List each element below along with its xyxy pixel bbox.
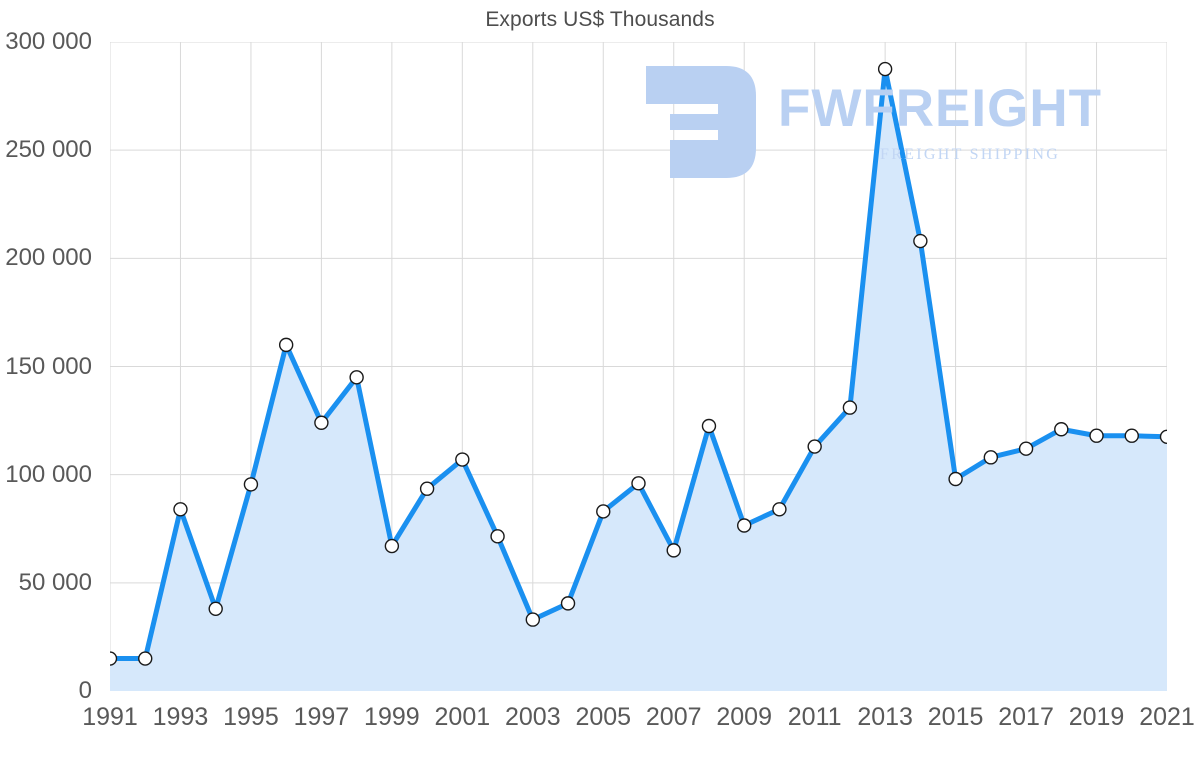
data-point-marker[interactable] [1020, 442, 1033, 455]
data-point-marker[interactable] [597, 505, 610, 518]
y-axis-tick-label: 50 000 [18, 568, 92, 596]
data-point-marker[interactable] [1161, 430, 1168, 443]
x-axis-tick-label: 1993 [152, 703, 209, 731]
data-point-marker[interactable] [350, 371, 363, 384]
data-point-marker[interactable] [526, 613, 539, 626]
data-point-marker[interactable] [879, 63, 892, 76]
x-axis-tick-label: 2015 [927, 703, 984, 731]
chart-title: Exports US$ Thousands [485, 8, 715, 31]
data-point-marker[interactable] [456, 453, 469, 466]
y-axis-tick-label: 0 [78, 677, 92, 704]
data-point-marker[interactable] [421, 482, 434, 495]
data-point-marker[interactable] [1055, 423, 1068, 436]
x-axis-tick-label: 2005 [575, 703, 632, 731]
x-axis-tick-label: 1995 [223, 703, 279, 731]
data-point-marker[interactable] [174, 503, 187, 516]
area-fill [110, 69, 1167, 691]
x-axis-tick-label: 1999 [364, 703, 420, 731]
x-axis-tick-label: 2019 [1068, 703, 1125, 731]
y-axis-tick-label: 100 000 [5, 460, 92, 488]
y-axis-tick-label: 250 000 [5, 136, 92, 164]
x-axis-tick-label: 2003 [504, 703, 561, 731]
data-point-marker[interactable] [209, 602, 222, 615]
x-axis-tick-label: 2007 [645, 703, 702, 731]
data-point-markers [110, 63, 1167, 666]
data-point-marker[interactable] [244, 478, 257, 491]
x-axis-tick-label: 1997 [293, 703, 350, 731]
data-point-marker[interactable] [949, 472, 962, 485]
x-axis-tick-label: 2009 [716, 703, 772, 731]
y-axis-tick-label: 200 000 [5, 244, 92, 272]
y-axis-tick-label: 150 000 [5, 352, 92, 380]
data-point-marker[interactable] [632, 477, 645, 490]
data-point-marker[interactable] [491, 530, 504, 543]
x-axis-tick-label: 2017 [998, 703, 1054, 731]
x-axis-tick-label: 2021 [1139, 703, 1195, 731]
data-point-marker[interactable] [110, 652, 117, 665]
data-point-marker[interactable] [280, 338, 293, 351]
data-point-marker[interactable] [773, 503, 786, 516]
data-point-marker[interactable] [385, 540, 398, 553]
data-point-marker[interactable] [843, 401, 856, 414]
plot-area [110, 42, 1167, 691]
data-point-marker[interactable] [984, 451, 997, 464]
data-point-marker[interactable] [808, 440, 821, 453]
x-axis-tick-label: 2011 [787, 703, 842, 731]
data-point-marker[interactable] [1090, 429, 1103, 442]
x-axis-tick-label: 2013 [857, 703, 913, 731]
data-point-marker[interactable] [702, 419, 715, 432]
x-axis-tick-label: 2001 [434, 703, 491, 731]
data-point-marker[interactable] [139, 652, 152, 665]
data-point-marker[interactable] [562, 597, 575, 610]
data-point-marker[interactable] [315, 416, 328, 429]
data-point-marker[interactable] [738, 519, 751, 532]
data-point-marker[interactable] [1125, 429, 1138, 442]
data-point-marker[interactable] [667, 544, 680, 557]
data-point-marker[interactable] [914, 235, 927, 248]
x-axis-tick-label: 1991 [82, 703, 138, 731]
y-axis-tick-label: 300 000 [5, 28, 92, 55]
